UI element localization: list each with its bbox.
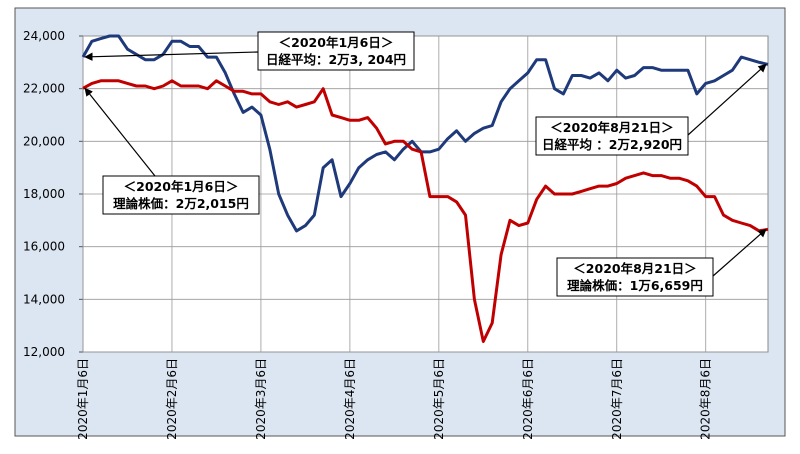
x-tick-label: 2020年7月6日: [610, 358, 624, 440]
x-tick-label: 2020年1月6日: [76, 358, 90, 440]
y-tick-label: 22,000: [23, 82, 65, 96]
y-tick-label: 12,000: [23, 345, 65, 359]
annotation-box: [102, 175, 260, 215]
series-line: [81, 34, 769, 233]
y-tick-label: 16,000: [23, 240, 65, 254]
annotation-text: 日経平均：2万3, 204円: [266, 52, 406, 67]
annotation-text: ＜2020年8月21日＞: [550, 120, 673, 135]
annotation-box: [535, 116, 689, 156]
y-tick-label: 14,000: [23, 292, 65, 306]
annotation-arrow: [84, 87, 156, 177]
x-tick-label: 2020年4月6日: [343, 358, 357, 440]
annotation-box: [257, 31, 415, 71]
annotation-arrow: [84, 51, 259, 61]
annotation-text: 理論株価：1万6,659円: [567, 278, 703, 293]
x-tick-label: 2020年3月6日: [254, 358, 268, 440]
y-tick-label: 24,000: [23, 29, 65, 43]
x-tick-label: 2020年6月6日: [521, 358, 535, 440]
annotation-arrow: [687, 63, 767, 136]
y-tick-label: 18,000: [23, 187, 65, 201]
x-tick-label: 2020年8月6日: [699, 358, 713, 440]
annotation-text: ＜2020年1月6日＞: [124, 179, 239, 194]
annotation-arrow: [712, 228, 767, 277]
annotation-text: ＜2020年8月21日＞: [573, 261, 696, 276]
x-tick-label: 2020年2月6日: [165, 358, 179, 440]
annotation-text: ＜2020年1月6日＞: [279, 35, 394, 50]
annotation-box: [556, 257, 714, 297]
y-tick-label: 20,000: [23, 134, 65, 148]
annotation-text: 理論株価：2万2,015円: [113, 196, 249, 211]
x-tick-label: 2020年5月6日: [432, 358, 446, 440]
series-line: [82, 79, 769, 343]
annotation-text: 日経平均 ：2万2,920円: [542, 137, 682, 152]
